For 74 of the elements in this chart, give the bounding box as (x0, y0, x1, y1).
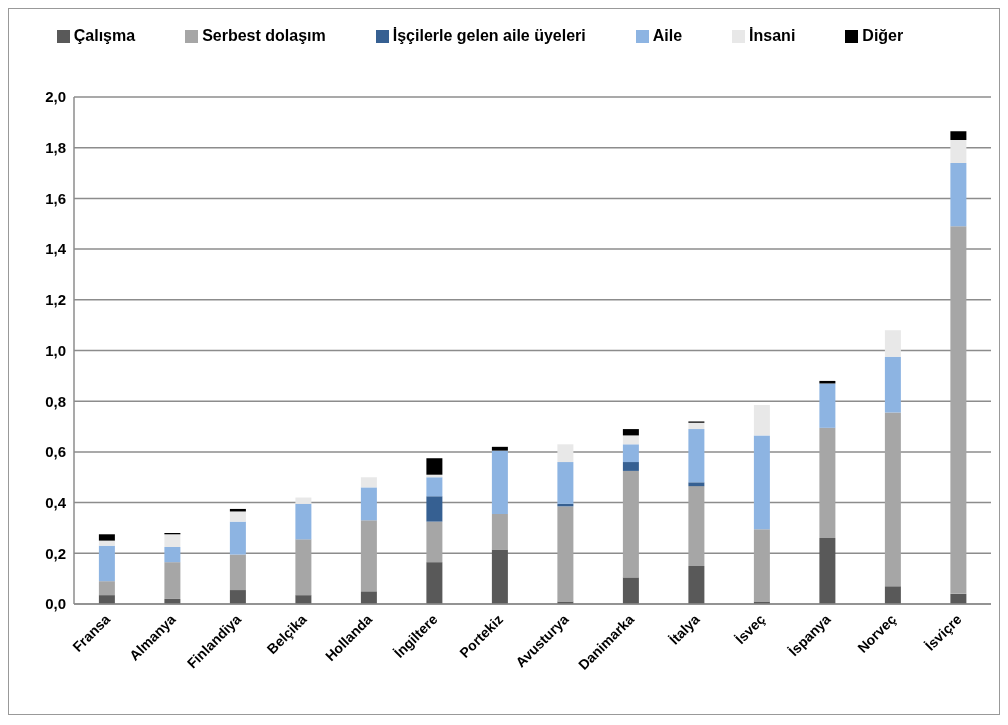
bar (622, 462, 639, 471)
bar (229, 521, 246, 555)
bar (557, 444, 574, 463)
bar (819, 538, 836, 604)
legend-label: İşçilerle gelen aile üyeleri (392, 27, 586, 44)
bar (164, 534, 181, 547)
bar (295, 497, 312, 504)
y-tick-label: 2,0 (45, 88, 66, 106)
legend-label: Çalışma (73, 27, 136, 44)
bar (295, 539, 312, 596)
y-tick-label: 0,6 (45, 443, 66, 461)
bar (557, 462, 574, 504)
bar (426, 458, 443, 475)
legend-label: İnsani (749, 27, 796, 44)
bar (426, 496, 443, 522)
bar (557, 506, 574, 602)
bar (98, 595, 115, 604)
bar (295, 503, 312, 540)
bar (819, 427, 836, 539)
y-tick-label: 0,4 (45, 493, 67, 511)
bar (622, 435, 639, 445)
bar (950, 226, 967, 594)
bar (622, 444, 639, 463)
bar (688, 422, 705, 430)
bar (426, 562, 443, 604)
y-tick-label: 0,2 (45, 544, 66, 562)
bar (950, 140, 967, 163)
y-tick-label: 1,0 (45, 341, 66, 359)
bar (360, 591, 377, 604)
bar (884, 330, 901, 357)
bar (229, 511, 246, 522)
y-tick-label: 1,8 (45, 139, 66, 157)
bar (98, 545, 115, 582)
bar (360, 520, 377, 592)
bar (426, 477, 443, 497)
bar (622, 429, 639, 436)
bar (295, 595, 312, 604)
bar (98, 534, 115, 541)
bar (688, 429, 705, 483)
legend-label: Diğer (862, 27, 904, 44)
bar (98, 581, 115, 596)
bar (753, 405, 770, 436)
bar (884, 586, 901, 604)
legend-label: Serbest dolaşım (202, 27, 326, 44)
bar (884, 412, 901, 587)
bar (950, 162, 967, 227)
bar (229, 590, 246, 604)
bar (164, 562, 181, 599)
bar (426, 521, 443, 563)
bar (688, 486, 705, 566)
y-tick-label: 0,0 (45, 595, 66, 613)
y-tick-label: 1,2 (45, 291, 66, 309)
bar (98, 540, 115, 546)
bar (622, 577, 639, 604)
bar (753, 529, 770, 602)
bar (753, 435, 770, 530)
bar (950, 131, 967, 141)
bar (819, 383, 836, 428)
bar (884, 356, 901, 413)
y-tick-label: 0,8 (45, 392, 66, 410)
bar (491, 450, 508, 515)
y-tick-label: 1,4 (45, 240, 67, 258)
bar (164, 546, 181, 563)
y-tick-label: 1,6 (45, 189, 66, 207)
bar (688, 565, 705, 604)
bar (688, 482, 705, 487)
bar (491, 446, 508, 451)
bar (491, 549, 508, 604)
bar (360, 487, 377, 521)
bar (622, 470, 639, 578)
bar (491, 514, 508, 550)
bar (229, 554, 246, 591)
bar (360, 477, 377, 488)
legend-label: Aile (652, 27, 683, 44)
